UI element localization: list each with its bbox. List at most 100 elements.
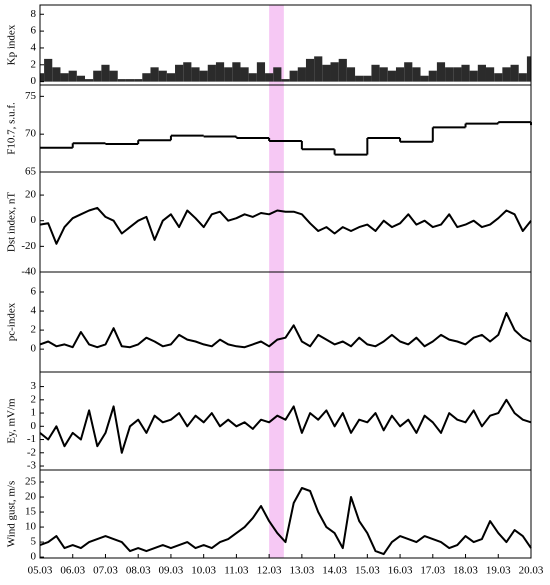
kp-bar — [281, 79, 290, 82]
y-tick-label: 20 — [25, 491, 37, 503]
y-tick-label: 0 — [31, 214, 37, 226]
y-tick-label: -3 — [27, 460, 37, 472]
panel-frame — [39, 371, 532, 471]
y-tick-label: -40 — [21, 266, 36, 278]
kp-bar — [371, 64, 380, 82]
x-tick-label: 17.03 — [420, 565, 445, 577]
kp-bar — [199, 70, 208, 82]
kp-bar — [485, 67, 495, 82]
y-axis-label: F10.7, s.u.f. — [6, 102, 18, 155]
kp-bar — [395, 67, 405, 82]
y-axis-label: Dst index, nT — [6, 192, 18, 252]
kp-bar — [207, 64, 216, 82]
y-tick-label: 1 — [31, 407, 37, 419]
x-tick-label: 18.03 — [453, 565, 478, 577]
y-tick-label: 2 — [31, 393, 37, 405]
highlight-band — [269, 372, 284, 470]
kp-bar — [502, 67, 511, 82]
kp-bar — [461, 64, 470, 82]
x-tick-label: 06.03 — [60, 565, 85, 577]
kp-bar — [420, 75, 429, 82]
x-tick-label: 14.03 — [322, 565, 347, 577]
kp-bar — [526, 56, 531, 82]
panel-frame — [39, 271, 532, 373]
x-tick-label: 20.03 — [519, 565, 544, 577]
kp-bar — [322, 64, 331, 82]
y-tick-label: 6 — [31, 286, 37, 298]
y-axis-label: Kp index — [6, 24, 18, 65]
kp-bar — [510, 64, 519, 82]
kp-bar — [297, 67, 306, 82]
kp-bar — [314, 56, 323, 82]
kp-bar — [158, 70, 167, 82]
kp-bar — [191, 67, 200, 82]
kp-bar — [183, 62, 192, 82]
kp-bar — [232, 62, 241, 82]
y-tick-label: 70 — [25, 128, 37, 140]
kp-bar — [355, 75, 364, 82]
kp-bar — [518, 73, 527, 82]
kp-bar — [453, 67, 462, 82]
y-tick-label: 25 — [25, 476, 37, 488]
kp-bar — [175, 64, 184, 82]
kp-bar — [477, 64, 486, 82]
kp-bar — [215, 62, 225, 82]
kp-bar — [330, 62, 339, 82]
kp-bar — [404, 62, 413, 82]
x-tick-label: 10.03 — [191, 565, 216, 577]
kp-bar — [166, 73, 176, 82]
y-tick-label: 15 — [25, 506, 37, 518]
kp-bar — [248, 73, 257, 82]
panel-frame — [39, 469, 532, 559]
kp-bar — [436, 62, 446, 82]
highlight-band — [269, 470, 284, 558]
kp-bar — [256, 62, 266, 82]
x-tick-label: 11.03 — [224, 565, 249, 577]
kp-bar — [379, 67, 388, 82]
y-axis-label: pc-index — [6, 302, 18, 341]
highlight-band — [269, 85, 284, 172]
highlight-band — [269, 172, 284, 272]
kp-bar — [265, 73, 274, 82]
y-tick-label: 10 — [25, 521, 37, 533]
y-tick-label: 3 — [31, 380, 37, 392]
band-layer — [269, 5, 284, 558]
y-tick-label: 2 — [31, 324, 37, 336]
y-axis-label: Wind gust, m/s — [6, 481, 18, 547]
kp-bar — [445, 67, 454, 82]
x-tick-label: 13.03 — [289, 565, 314, 577]
kp-bar — [224, 67, 233, 82]
y-tick-label: -1 — [27, 433, 36, 445]
x-tick-label: 12.03 — [257, 565, 282, 577]
kp-bar — [346, 67, 356, 82]
y-tick-label: 4 — [31, 41, 37, 53]
kp-bar — [142, 73, 151, 82]
kp-bar — [469, 70, 478, 82]
y-tick-label: -20 — [21, 240, 36, 252]
kp-bar — [150, 67, 159, 82]
kp-bar — [338, 58, 347, 82]
kp-bar — [109, 70, 118, 82]
kp-bar — [93, 70, 102, 82]
kp-bar — [52, 67, 61, 82]
y-tick-label: -2 — [27, 446, 36, 458]
y-tick-label: 5 — [31, 536, 37, 548]
data-line — [39, 398, 532, 454]
kp-bar — [273, 67, 282, 82]
data-line — [39, 312, 532, 349]
kp-bar — [240, 67, 249, 82]
kp-bar — [134, 79, 143, 82]
x-tick-label: 16.03 — [388, 565, 413, 577]
kp-bar — [85, 79, 94, 82]
x-tick-label: 07.03 — [93, 565, 118, 577]
kp-bar — [40, 73, 45, 82]
highlight-band — [269, 272, 284, 372]
y-tick-label: 75 — [25, 90, 37, 102]
y-tick-label: 0 — [31, 551, 37, 563]
y-tick-label: 2 — [31, 58, 37, 70]
y-tick-label: 0 — [31, 343, 37, 355]
kp-bar — [387, 70, 396, 82]
